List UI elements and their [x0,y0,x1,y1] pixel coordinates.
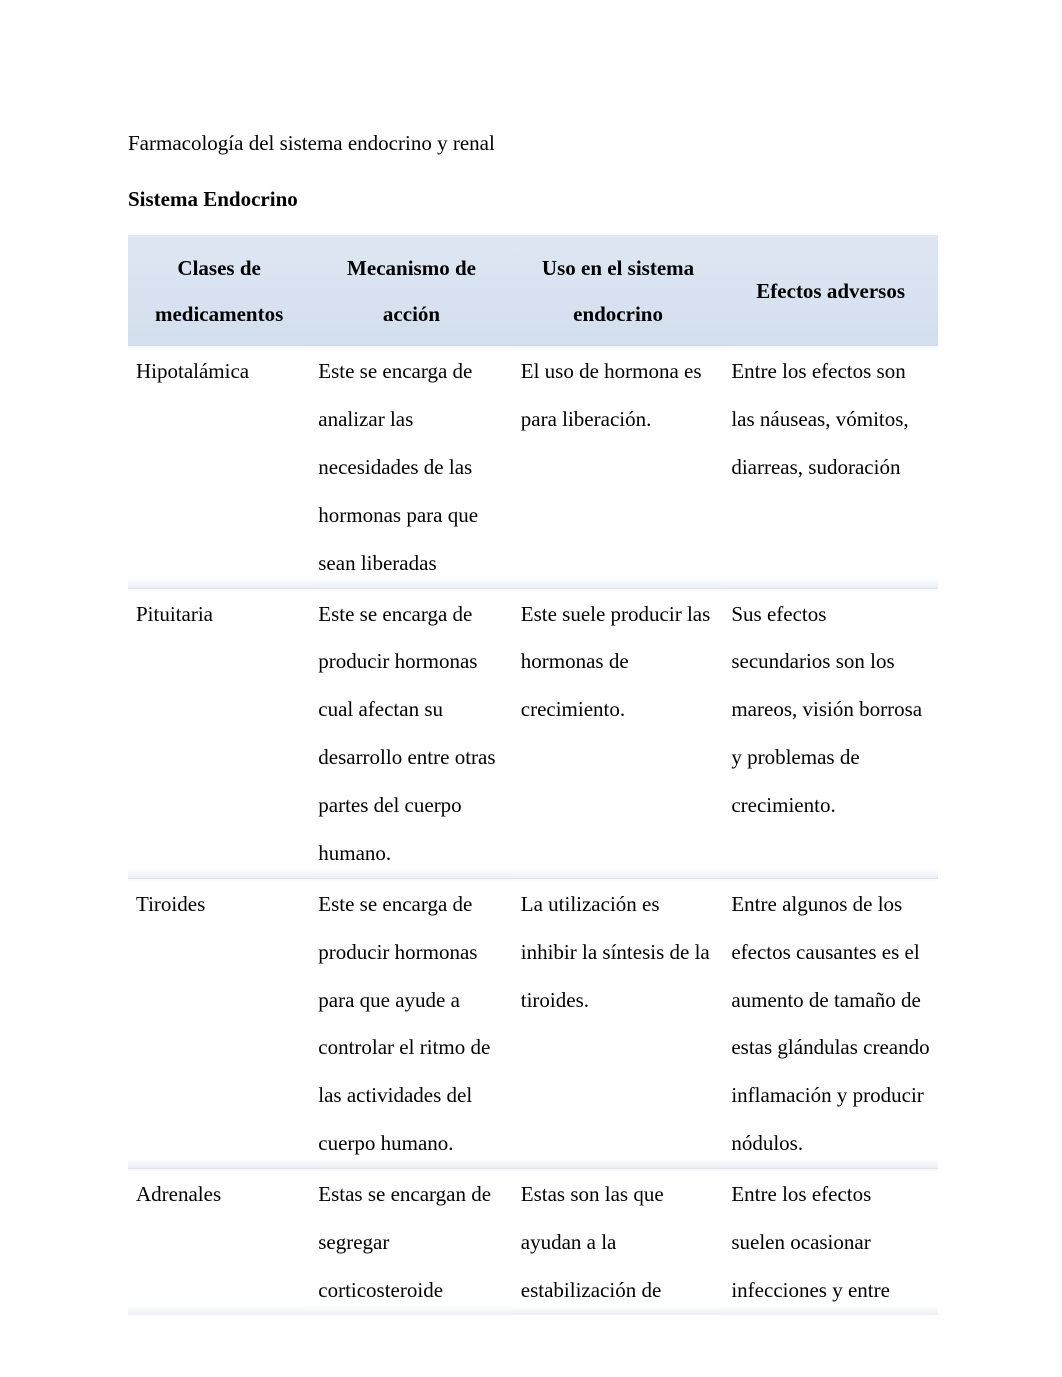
table-header-row: Clases de medicamentos Mecanismo de acci… [128,235,938,346]
col-header-mecanismo: Mecanismo de acción [310,235,513,346]
cell-clase: Hipotalámica [128,346,310,588]
table-row: Hipotalámica Este se encarga de analizar… [128,346,938,588]
col-header-efectos: Efectos adversos [723,235,938,346]
document-page: Farmacología del sistema endocrino y ren… [0,0,1062,1315]
cell-clase: Tiroides [128,878,310,1168]
page-title: Farmacología del sistema endocrino y ren… [128,118,938,168]
col-header-clases: Clases de medicamentos [128,235,310,346]
cell-efectos: Entre los efectos suelen ocasionar infec… [723,1169,938,1315]
col-header-uso: Uso en el sistema endocrino [513,235,724,346]
cell-uso: La utilización es inhibir la síntesis de… [513,878,724,1168]
cell-efectos: Entre los efectos son las náuseas, vómit… [723,346,938,588]
cell-clase: Pituitaria [128,588,310,878]
cell-uso: Este suele producir las hormonas de crec… [513,588,724,878]
cell-efectos: Entre algunos de los efectos causantes e… [723,878,938,1168]
table-row: Adrenales Estas se encargan de segregar … [128,1169,938,1315]
cell-efectos: Sus efectos secundarios son los mareos, … [723,588,938,878]
cell-clase: Adrenales [128,1169,310,1315]
page-subtitle: Sistema Endocrino [128,174,938,224]
table-row: Pituitaria Este se encarga de producir h… [128,588,938,878]
cell-mecanismo: Estas se encargan de segregar corticoste… [310,1169,513,1315]
endocrine-table: Clases de medicamentos Mecanismo de acci… [128,235,938,1315]
cell-uso: Estas son las que ayudan a la estabiliza… [513,1169,724,1315]
cell-mecanismo: Este se encarga de analizar las necesida… [310,346,513,588]
cell-uso: El uso de hormona es para liberación. [513,346,724,588]
cell-mecanismo: Este se encarga de producir hormonas par… [310,878,513,1168]
cell-mecanismo: Este se encarga de producir hormonas cua… [310,588,513,878]
table-row: Tiroides Este se encarga de producir hor… [128,878,938,1168]
